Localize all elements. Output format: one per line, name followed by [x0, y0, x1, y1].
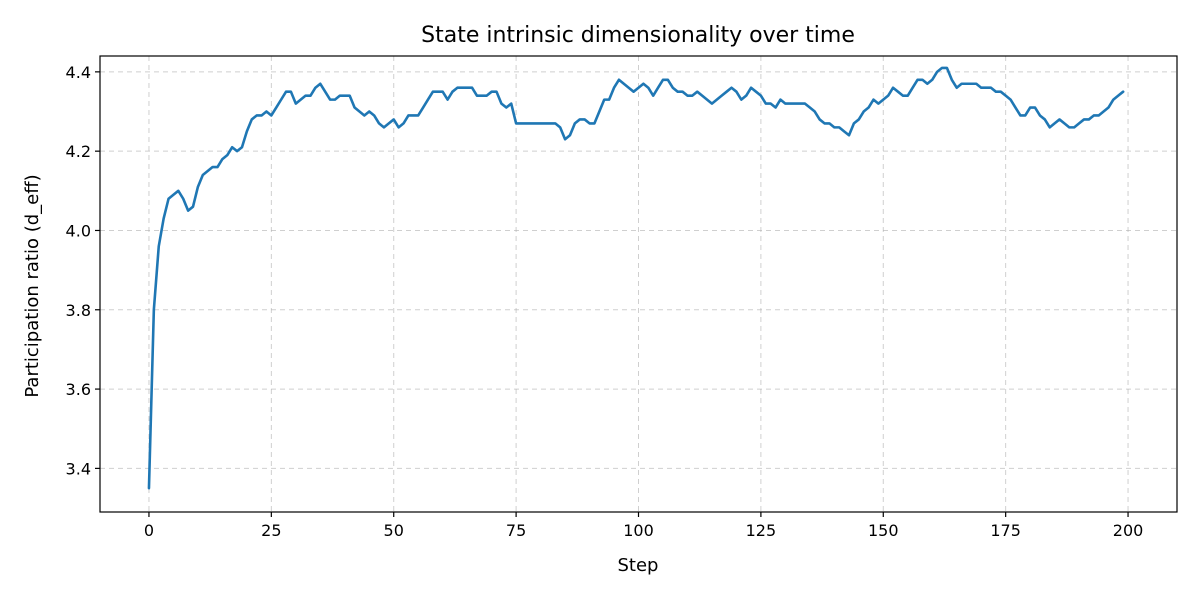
x-tick-label: 75: [506, 521, 526, 540]
axis-ticks: 0 25 50 75 100 125 150 175 200 3.4 3.6 3.8 4.0 4.2 4.4: [66, 63, 1144, 540]
x-tick-label: 0: [144, 521, 154, 540]
x-tick-label: 200: [1113, 521, 1144, 540]
y-tick-label: 3.8: [66, 301, 91, 320]
x-tick-label: 150: [868, 521, 899, 540]
chart-title: State intrinsic dimensionality over time: [421, 23, 855, 48]
y-tick-label: 3.4: [66, 459, 91, 478]
grid-lines: [100, 56, 1177, 512]
x-tick-label: 175: [990, 521, 1021, 540]
x-tick-label: 50: [384, 521, 404, 540]
x-tick-label: 100: [623, 521, 654, 540]
series-line: [147, 66, 1125, 490]
series-layer: [147, 66, 1125, 490]
x-axis-label: Step: [618, 555, 659, 576]
y-axis-label: Participation ratio (d_eff): [22, 174, 43, 397]
y-tick-label: 3.6: [66, 380, 91, 399]
x-tick-label: 25: [261, 521, 281, 540]
y-tick-label: 4.0: [66, 221, 91, 240]
y-tick-label: 4.4: [66, 63, 91, 82]
x-tick-label: 125: [746, 521, 777, 540]
y-tick-label: 4.2: [66, 142, 91, 161]
